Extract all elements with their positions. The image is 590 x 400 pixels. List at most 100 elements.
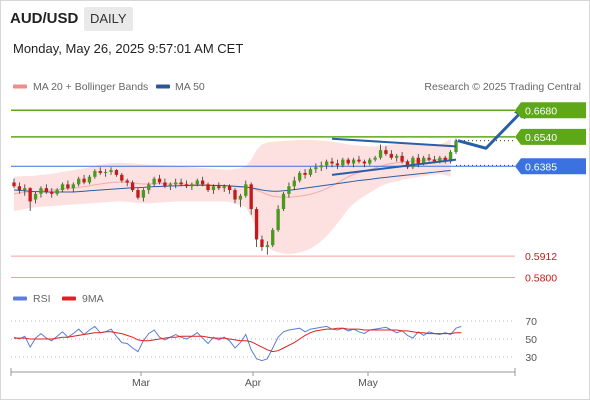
candle-body [190,184,194,187]
candle-body [195,180,199,185]
candle-body [324,161,329,166]
copyright-label: Research © 2025 Trading Central [424,81,581,93]
bollinger-legend-swatch [13,84,27,89]
candle-body [351,159,356,164]
level-tag-label: 0.5912 [525,251,557,263]
candle-body [400,155,404,162]
candle-body [287,186,291,194]
candle-body [411,157,415,168]
level-tag-0.6680 [515,102,586,119]
candle-body [260,239,264,248]
candle-body [147,184,151,191]
candle-body [103,172,108,173]
candle-body [416,157,420,164]
triangle-upper-line [331,137,457,148]
rsi-tick-label: 50 [525,334,537,346]
price-plot-area: 0.6680 0.6540 0.6385 0.5912 0.5800 [11,102,586,284]
candle-body [395,155,399,158]
forecast-arrow [457,109,525,150]
candle-body [271,229,275,246]
candle-body [184,184,189,187]
candle-body [249,184,253,210]
rsi-series-RSI [13,325,462,362]
rsi-tick-label: 70 [525,316,537,328]
candle-body [60,184,65,191]
rsi-legend-label: RSI [33,293,51,305]
ma50-legend-swatch [156,84,170,89]
candle-body [44,188,49,192]
candle-body [50,191,54,194]
candle-body [163,182,167,187]
candle-body [33,193,38,200]
level-tag-0.6540 [515,128,586,145]
candle-body [71,184,75,189]
candle-body [298,172,302,181]
candle-body [174,182,178,185]
ma50-line [13,169,451,193]
candle-body [98,171,102,173]
candle-body [168,184,172,187]
timeframe-button[interactable]: DAILY [84,7,133,31]
candle-body [200,180,205,185]
candle-body [443,157,447,162]
candle-body [130,182,135,191]
candle-body [222,186,226,189]
candle-body [346,159,350,164]
rsi-series-9MA [14,327,462,353]
candle-body [93,171,97,177]
candle-body [136,190,140,198]
candle-body [12,182,16,187]
candle-body [254,209,259,240]
candle-body [125,180,129,183]
candle-body [77,178,81,185]
rsi-panel: 70 50 30 [11,316,537,364]
level-tag-label: 0.6680 [525,105,557,117]
candle-body [109,170,113,172]
candle-body [211,186,216,191]
candle-body [82,178,86,183]
chart-header: AUD/USD DAILY [0,0,590,36]
symbol-title: AUD/USD [10,10,79,27]
candle-body [432,159,437,162]
candle-body [427,157,431,160]
candle-body [421,157,426,164]
candle-body [308,169,313,175]
candle-body [28,188,32,202]
level-tag-label: 0.5800 [525,272,557,284]
candle-body [362,161,367,164]
candle-body [206,184,210,191]
rsi-tick-label: 30 [525,352,537,364]
x-tick-label: May [358,377,379,389]
candle-body [319,165,323,168]
candle-body [265,245,270,248]
x-tick-label: Apr [245,377,262,389]
candle-body [341,159,345,166]
chart-datetime: Monday, May 26, 2025 9:57:01 AM CET [13,41,244,56]
candle-body [357,159,361,162]
candle-body [335,163,340,166]
candle-body [292,180,296,187]
candle-body [384,150,388,154]
ma50-legend-label: MA 50 [175,81,205,93]
candle-body [330,161,334,164]
candle-body [152,178,156,185]
candle-body [389,153,393,158]
candle-body [373,157,377,160]
candle-body [448,152,453,162]
level-tag-0.6385 [515,158,586,175]
candle-body [23,188,27,191]
level-tag-label: 0.6540 [525,132,557,144]
candle-body [55,190,59,194]
triangle-lower-line [331,158,457,176]
candle-body [378,150,383,158]
candle-body [39,188,43,194]
candle-body [217,186,221,189]
rsi-ma-legend-swatch [62,296,76,301]
candle-body [405,161,410,168]
candle-body [157,178,162,183]
candle-body [114,170,119,175]
candle-body [66,184,70,189]
candle-body [17,186,22,191]
candle-body [303,172,307,175]
